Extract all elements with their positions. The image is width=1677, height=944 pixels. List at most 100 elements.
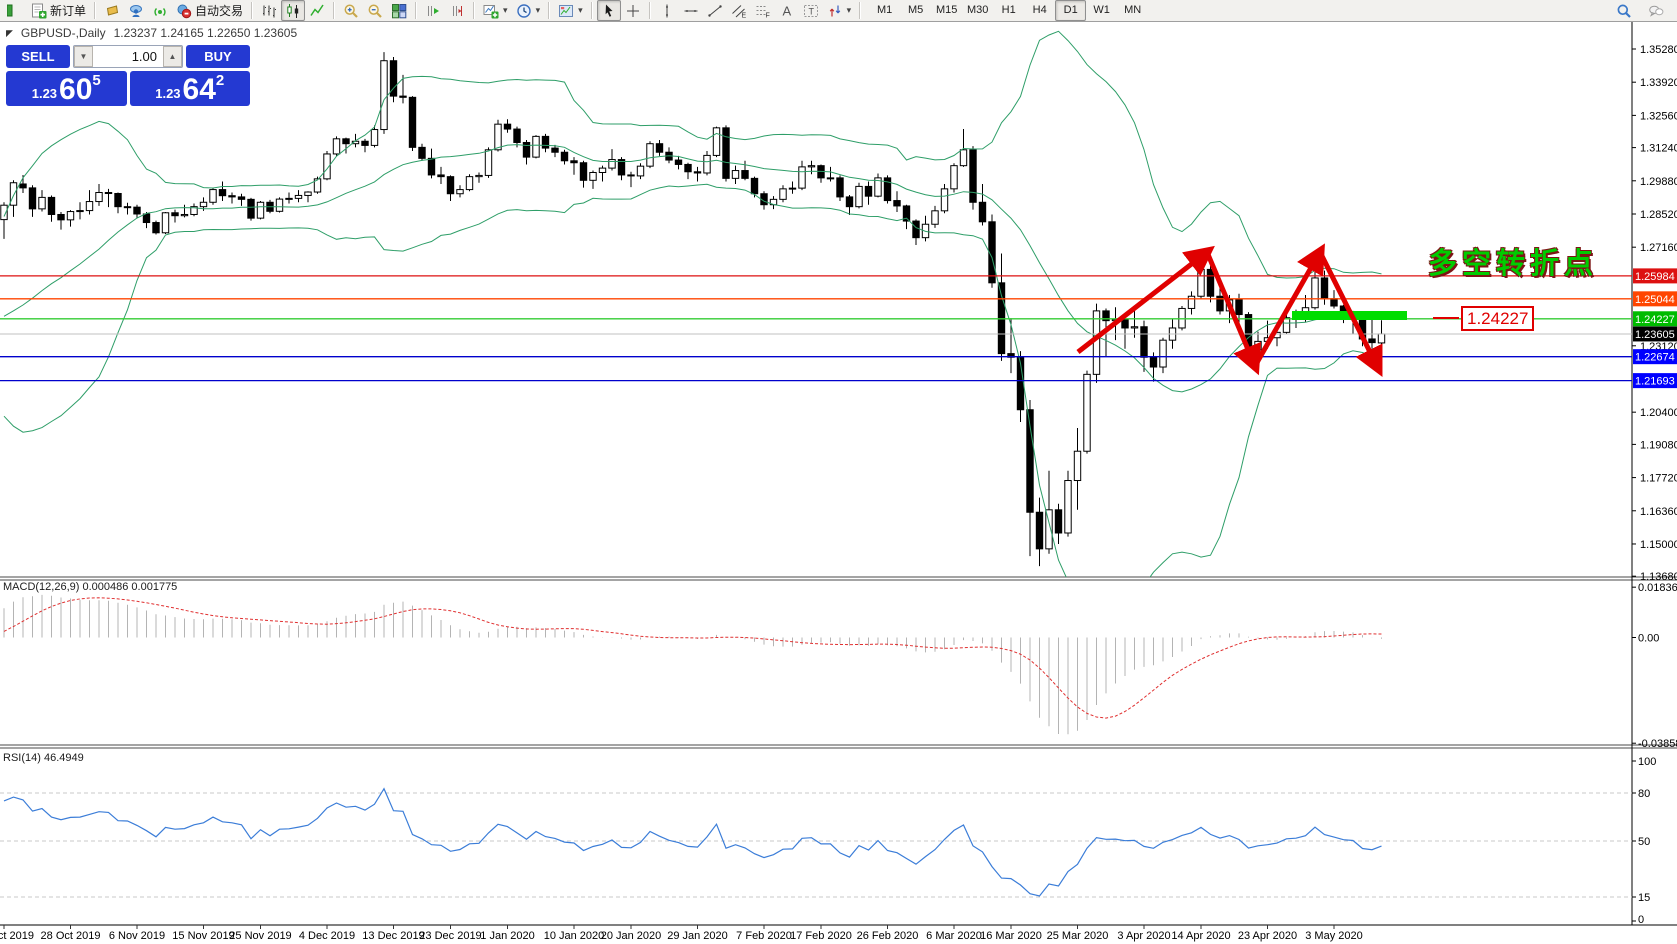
cloud-user-icon: [130, 4, 143, 17]
toolbar-separator: [590, 2, 593, 19]
price-chart[interactable]: 1.35280 1.33920 1.32560 1.31240 1.29880 1.285…: [0, 22, 1677, 944]
search-button[interactable]: [1612, 0, 1636, 21]
signal-icon: [154, 7, 166, 16]
svg-text:1.17720: 1.17720: [1640, 473, 1677, 485]
toolbar-separator: [473, 2, 476, 19]
text-button[interactable]: A: [775, 0, 799, 21]
timeframe-d1[interactable]: D1: [1055, 0, 1087, 21]
svg-text:50: 50: [1638, 836, 1650, 848]
fibonacci-button[interactable]: F: [751, 0, 775, 21]
macd-label: MACD(12,26,9) 0.000486 0.001775: [3, 581, 178, 593]
timeframe-m5[interactable]: M5: [908, 4, 924, 16]
buy-button[interactable]: BUY: [186, 45, 250, 68]
svg-text:29 Jan 2020: 29 Jan 2020: [667, 930, 728, 942]
timeframe-m15[interactable]: M15: [935, 4, 958, 16]
bollinger-bands: [3, 30, 1382, 577]
buy-price-button[interactable]: 1.23 64 2: [129, 71, 250, 106]
chevron-down-icon: ▾: [535, 5, 541, 15]
arrows-button[interactable]: ▾: [823, 0, 856, 21]
volume-input[interactable]: 1.00: [131, 49, 157, 64]
signals-button[interactable]: [148, 0, 172, 21]
tile-windows-button[interactable]: [387, 0, 411, 21]
timeframe-mn[interactable]: MN: [1124, 4, 1142, 16]
new-order-button[interactable]: 新订单: [27, 0, 90, 21]
timeframe-h1[interactable]: H1: [1001, 4, 1016, 16]
candle-chart-button[interactable]: [281, 0, 306, 21]
hline-button[interactable]: [679, 0, 703, 21]
svg-text:26 Feb 2020: 26 Feb 2020: [857, 930, 919, 942]
cursor-button[interactable]: [596, 0, 621, 21]
vline-button[interactable]: [655, 0, 679, 21]
svg-text:80: 80: [1638, 788, 1650, 800]
chart-shift-button[interactable]: [445, 0, 469, 21]
timeframe-w1[interactable]: W1: [1093, 4, 1110, 16]
crosshair-button[interactable]: [621, 0, 645, 21]
channel-button[interactable]: E: [727, 0, 751, 21]
magnifier-icon: [1617, 4, 1631, 18]
bar-chart-icon: [263, 5, 277, 17]
sell-button[interactable]: SELL: [6, 45, 70, 68]
symbol-header: ◤ GBPUSD-,Daily 1.23237 1.24165 1.22650 …: [6, 26, 297, 40]
svg-text:1.33920: 1.33920: [1640, 77, 1677, 89]
svg-text:T: T: [808, 6, 814, 16]
svg-text:1 Jan 2020: 1 Jan 2020: [480, 930, 534, 942]
svg-text:6 Mar 2020: 6 Mar 2020: [926, 930, 982, 942]
chat-icon: [1649, 5, 1664, 17]
indicator-add-icon: [483, 4, 499, 18]
zoom-out-button[interactable]: [363, 0, 387, 21]
svg-text:1.23605: 1.23605: [1635, 329, 1675, 341]
toolbar-separator: [859, 2, 862, 19]
line-chart-button[interactable]: [305, 0, 329, 21]
label-button[interactable]: T: [799, 0, 823, 21]
svg-text:6 Nov 2019: 6 Nov 2019: [109, 930, 165, 942]
svg-text:14 Apr 2020: 14 Apr 2020: [1171, 930, 1230, 942]
text-a-icon: A: [782, 3, 791, 18]
vline-icon: [665, 4, 668, 17]
timeframe-m1[interactable]: M1: [877, 4, 893, 16]
green-sliver-icon: [7, 4, 13, 16]
macd-axis: 0.018369 0.00 -0.038585: [1632, 582, 1677, 750]
bar-chart-button[interactable]: [257, 0, 281, 21]
trendline-button[interactable]: [703, 0, 727, 21]
svg-text:1.29880: 1.29880: [1640, 176, 1677, 188]
autotrade-button[interactable]: 自动交易: [172, 0, 247, 21]
sell-price-button[interactable]: 1.23 60 5: [6, 71, 127, 106]
window-icon[interactable]: [3, 0, 27, 21]
sell-price-prefix: 1.23: [31, 86, 58, 101]
volume-down-button[interactable]: ▼: [74, 46, 93, 67]
templates-button[interactable]: ▾: [554, 0, 587, 21]
autotrade-icon: [177, 4, 192, 18]
svg-text:0.00: 0.00: [1638, 633, 1659, 645]
auto-scroll-button[interactable]: [421, 0, 445, 21]
volume-control: ▼ 1.00 ▲: [73, 45, 183, 68]
chat-button[interactable]: [1644, 0, 1668, 21]
zoom-in-icon: [344, 4, 358, 18]
sell-price-point: 5: [92, 72, 101, 89]
channel-icon: E: [731, 4, 746, 19]
template-icon: [559, 4, 574, 17]
tile-icon: [392, 3, 407, 18]
timeframe-m30[interactable]: M30: [966, 4, 989, 16]
main-toolbar: 新订单 自动交易 ▾ ▾ ▾ E F A T ▾ M1 M5 M15 M30 H1 H4 D1 W1 MN: [0, 0, 1677, 22]
svg-text:10 Jan 2020: 10 Jan 2020: [544, 930, 605, 942]
svg-text:1.25044: 1.25044: [1635, 294, 1675, 306]
text-t-icon: T: [803, 4, 818, 17]
svg-text:1.19080: 1.19080: [1640, 439, 1677, 451]
svg-text:7 Feb 2020: 7 Feb 2020: [736, 930, 792, 942]
svg-text:1.35280: 1.35280: [1640, 44, 1677, 56]
svg-text:1.21693: 1.21693: [1635, 376, 1675, 388]
volume-up-button[interactable]: ▲: [163, 46, 182, 67]
auto-scroll-icon: [428, 5, 440, 16]
new-order-icon: [32, 3, 47, 18]
hline-icon: [684, 9, 698, 12]
periods-button[interactable]: ▾: [512, 0, 545, 21]
zoom-in-button[interactable]: [339, 0, 363, 21]
one-click-collapse-icon[interactable]: ◤: [6, 27, 13, 38]
macd-series: [3, 594, 1382, 735]
indicators-button[interactable]: ▾: [479, 0, 512, 21]
time-axis: 17 Oct 2019 28 Oct 2019 6 Nov 2019 15 Nov 2…: [0, 925, 1363, 942]
gold-cube-icon: [106, 4, 119, 16]
timeframe-h4[interactable]: H4: [1032, 4, 1047, 16]
community-button[interactable]: [124, 0, 148, 21]
market-button[interactable]: [100, 0, 124, 21]
